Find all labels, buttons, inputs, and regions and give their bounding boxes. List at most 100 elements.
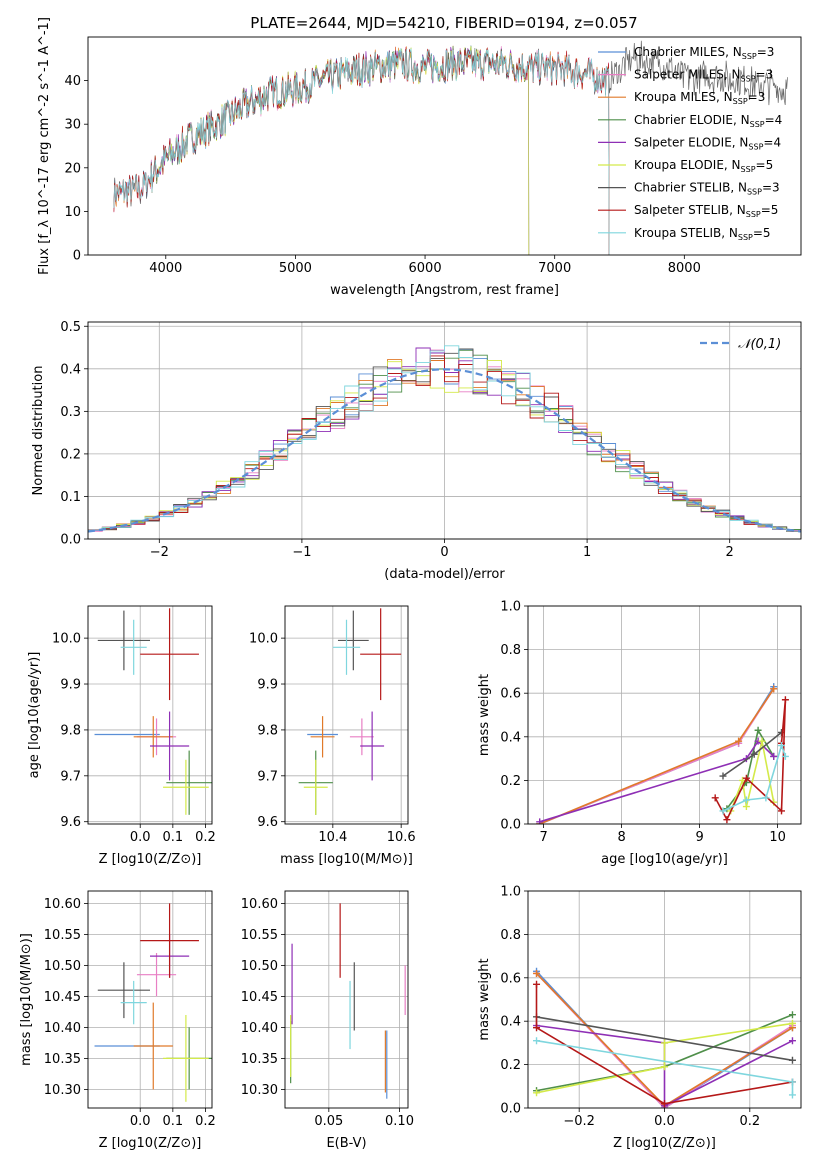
- spectrum-line-kroupa-stelib: [113, 48, 610, 255]
- x-tick-label: 4000: [149, 261, 182, 276]
- weight-point-chabrier-elodie: [754, 726, 762, 734]
- panel-spectrum: 4000 5000 6000 7000 8000 0 10 20 30 40 wavelength …: [37, 17, 802, 298]
- legend-label-normal: 𝒩(0,1): [738, 337, 781, 352]
- x-tick-label: 0.2: [739, 1114, 760, 1129]
- axes-frame: [284, 605, 409, 825]
- weight-point-kroupa-stelib: [742, 796, 750, 804]
- weight-point-kroupa-miles: [533, 969, 541, 977]
- plot-area: [88, 345, 801, 533]
- y-tick-label: 20: [64, 161, 81, 176]
- legend-label-chabrier-miles: Chabrier MILES, NSSP=3: [634, 45, 774, 61]
- x-tick-label: 0.0: [130, 1114, 151, 1129]
- y-tick-label: 9.9: [60, 678, 81, 693]
- x-tick-label: 2: [726, 545, 734, 560]
- axes-frame: [87, 321, 802, 540]
- y-axis-label: Normed distribution: [31, 366, 46, 496]
- legend-label-salpeter-elodie: Salpeter ELODIE, NSSP=4: [634, 135, 781, 151]
- y-tick-label: 9.9: [257, 678, 278, 693]
- x-tick-label: 9: [695, 830, 703, 845]
- x-axis-label: wavelength [Angstrom, rest frame]: [330, 283, 559, 298]
- y-tick-label: 0.2: [500, 774, 521, 789]
- y-tick-label: 10.30: [44, 1083, 81, 1098]
- y-tick-label: 9.8: [257, 723, 278, 738]
- y-axis-label: Flux [f_λ 10^-17 erg cm^-2 s^-1 A^-1]: [37, 17, 52, 275]
- x-tick-label: 0.0: [654, 1114, 675, 1129]
- weight-line-chabrier-stelib: [536, 1016, 793, 1062]
- weight-point-salpeter-stelib: [661, 1100, 668, 1108]
- y-axis-label: mass [log10(M/M⊙)]: [19, 933, 34, 1066]
- panel-mass-weight-vs-age: 7 8 9 10 0.0 0.2 0.4 0.6 0.8 1.0 age [log10(age/yr…: [477, 600, 802, 867]
- x-tick-label: 8000: [668, 261, 701, 276]
- panel-mass-vs-Z: 0.0 0.1 0.2 10.30 10.35 10.40 10.45 10.50 10.55 1…: [19, 890, 216, 1151]
- weight-point-kroupa-elodie: [533, 1089, 541, 1097]
- x-tick-label: 10.4: [318, 830, 347, 845]
- y-tick-label: 9.6: [257, 815, 278, 830]
- weight-point-kroupa-stelib: [778, 742, 785, 750]
- y-tick-label: 10.55: [241, 928, 278, 943]
- axes-frame: [527, 605, 802, 825]
- x-tick-label: 1: [583, 545, 591, 560]
- weight-point-kroupa-elodie: [758, 737, 766, 745]
- weight-point-kroupa-elodie: [661, 1063, 668, 1071]
- x-axis-label: Z [log10(Z/Z⊙)]: [99, 852, 202, 867]
- y-tick-label: 0.4: [500, 1015, 521, 1030]
- y-tick-label: 0.0: [60, 533, 81, 548]
- y-tick-label: 0.0: [500, 1102, 521, 1117]
- y-tick-label: 0.8: [500, 643, 521, 658]
- panel-age-vs-mass: 10.4 10.6 9.6 9.7 9.8 9.9 10.0 mass [log10(M/M⊙…: [249, 605, 416, 867]
- weight-line-salpeter-stelib: [714, 699, 787, 822]
- weight-point-salpeter-stelib: [711, 794, 719, 802]
- y-tick-label: 0.2: [60, 447, 81, 462]
- panel-mass-weight-vs-Z: −0.2 0.0 0.2 0.0 0.2 0.4 0.6 0.8 1.0 Z [log10(Z/Z…: [477, 885, 802, 1151]
- x-tick-label: 0.0: [130, 830, 151, 845]
- x-tick-label: 0.10: [385, 1114, 414, 1129]
- weight-point-kroupa-stelib: [788, 1091, 796, 1099]
- panel-age-vs-Z: 0.0 0.1 0.2 9.6 9.7 9.8 9.9 10.0 Z [log10(Z/Z⊙)]…: [27, 605, 216, 867]
- y-tick-label: 0.8: [500, 928, 521, 943]
- x-tick-label: 10.6: [387, 830, 416, 845]
- weight-line-kroupa-elodie: [730, 741, 775, 812]
- x-axis-label: age [log10(age/yr)]: [601, 852, 728, 867]
- y-tick-label: 10.45: [241, 990, 278, 1005]
- weight-point-kroupa-miles: [735, 737, 743, 745]
- plot-area: [533, 967, 796, 1108]
- weight-line-kroupa-elodie: [536, 1022, 793, 1094]
- x-tick-label: 0.1: [162, 1114, 183, 1129]
- x-tick-label: 7000: [538, 261, 571, 276]
- weight-point-salpeter-stelib: [778, 807, 785, 815]
- x-tick-label: −1: [292, 545, 311, 560]
- y-tick-label: 10.35: [241, 1052, 278, 1067]
- plot-area: [536, 683, 789, 824]
- panel-mass-vs-EBV: 0.05 0.10 10.30 10.35 10.40 10.45 10.50 10.55 10…: [241, 890, 414, 1151]
- y-tick-label: 0.6: [500, 687, 521, 702]
- x-tick-label: 0.2: [195, 830, 216, 845]
- x-tick-label: 0.1: [162, 830, 183, 845]
- y-tick-label: 0.4: [60, 362, 81, 377]
- y-tick-label: 1.0: [500, 885, 521, 900]
- y-tick-label: 1.0: [500, 600, 521, 615]
- y-tick-label: 10.0: [249, 632, 278, 647]
- y-tick-label: 9.6: [60, 815, 81, 830]
- histogram-kroupa-elodie: [88, 359, 801, 532]
- weight-point-salpeter-stelib: [781, 696, 789, 704]
- weight-point-salpeter-stelib: [723, 816, 731, 824]
- y-tick-label: 0.5: [60, 320, 81, 335]
- spectrum-legend: Chabrier MILES, NSSP=3 Salpeter MILES, NS…: [598, 45, 782, 242]
- y-tick-label: 30: [64, 118, 81, 133]
- weight-point-chabrier-stelib: [788, 1056, 796, 1064]
- y-tick-label: 10.35: [44, 1052, 81, 1067]
- y-axis-label: mass weight: [477, 674, 492, 756]
- weight-point-kroupa-elodie: [788, 1019, 796, 1027]
- y-tick-label: 10.45: [44, 990, 81, 1005]
- x-axis-label: mass [log10(M/M⊙)]: [280, 852, 413, 867]
- weight-line-salpeter-elodie: [536, 1024, 793, 1108]
- plot-area: [94, 608, 212, 815]
- weight-point-kroupa-stelib: [788, 1078, 796, 1086]
- axes-frame: [527, 890, 802, 1109]
- weight-point-kroupa-stelib: [533, 1037, 541, 1045]
- weight-point-chabrier-stelib: [750, 750, 758, 758]
- y-tick-label: 10.30: [241, 1083, 278, 1098]
- weight-point-kroupa-stelib: [719, 807, 727, 815]
- y-tick-label: 0.6: [500, 971, 521, 986]
- y-tick-label: 0.4: [500, 730, 521, 745]
